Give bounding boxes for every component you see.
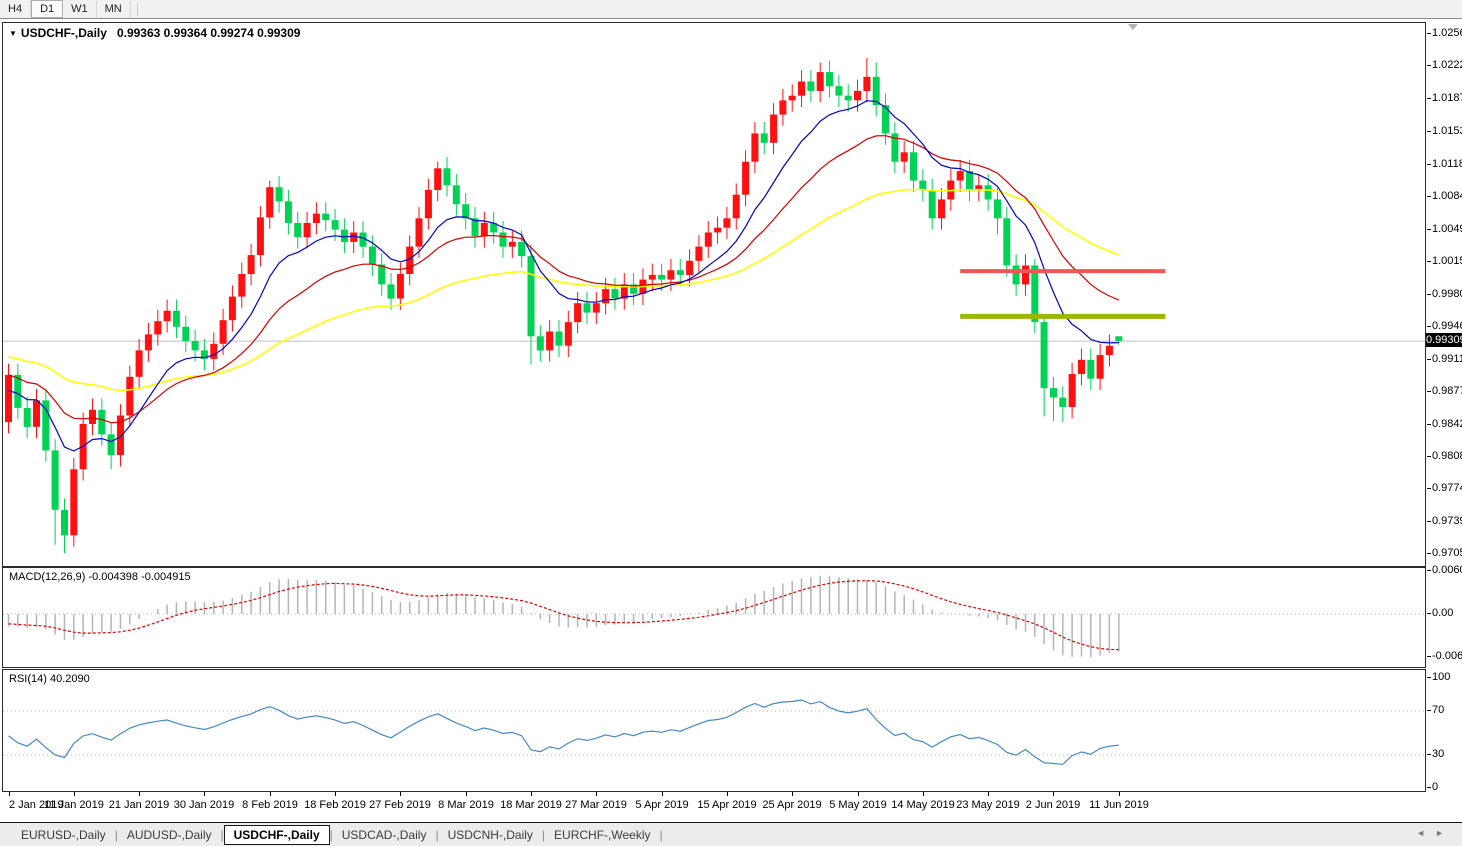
tab-divider: | <box>659 828 663 842</box>
price-axis-label: 0.97390 <box>1427 515 1462 528</box>
macd-axis-label: -0.006096 <box>1427 650 1462 663</box>
time-axis-label: 21 Jan 2019 <box>108 799 170 811</box>
chart-tab-usdcnh[interactable]: USDCNH-,Daily <box>447 828 533 842</box>
chevron-down-icon[interactable]: ▼ <box>9 29 17 38</box>
rsi-axis-label: 100 <box>1427 671 1462 684</box>
price-axis-label: 0.99460 <box>1427 320 1462 333</box>
tab-divider: | <box>220 828 224 842</box>
chart-tab-usdcad[interactable]: USDCAD-,Daily <box>341 828 427 842</box>
time-axis-label: 11 Jun 2019 <box>1089 799 1149 811</box>
rsi-panel[interactable]: RSI(14) 40.2090 <box>2 669 1426 792</box>
time-axis-tick <box>335 792 336 796</box>
time-axis-tick <box>727 792 728 796</box>
macd-panel[interactable]: MACD(12,26,9) -0.004398 -0.004915 <box>2 567 1426 668</box>
chart-tabs: EURUSD-,Daily | AUDUSD-,Daily | USDCHF-,Dail… <box>12 823 663 846</box>
price-axis-label: 1.02220 <box>1427 59 1462 72</box>
timeframe-button-w1[interactable]: W1 <box>63 1 97 17</box>
time-axis-label: 25 Apr 2019 <box>762 799 822 811</box>
time-axis-tick <box>1119 792 1120 796</box>
chart-tab-eurusd[interactable]: EURUSD-,Daily <box>21 828 106 842</box>
macd-axis-label: 0.00 <box>1427 607 1462 620</box>
timeframe-button-mn[interactable]: MN <box>97 1 131 17</box>
rsi-axis-label: 30 <box>1427 748 1462 761</box>
time-axis-label: 5 May 2019 <box>829 799 887 811</box>
macd-axis-label: 0.006058 <box>1427 564 1462 577</box>
timeframe-toolbar: H4 D1 W1 MN <box>0 0 1462 19</box>
time-axis-tick <box>9 792 10 796</box>
tab-divider: | <box>329 828 333 842</box>
chart-tab-audusd[interactable]: AUDUSD-,Daily <box>126 828 212 842</box>
macd-label: MACD(12,26,9) -0.004398 -0.004915 <box>9 571 191 583</box>
time-axis-tick <box>662 792 663 796</box>
time-axis-tick <box>400 792 401 796</box>
time-axis-tick <box>1053 792 1054 796</box>
time-axis-label: 14 May 2019 <box>891 799 955 811</box>
tab-divider: | <box>114 828 118 842</box>
time-axis-tick <box>923 792 924 796</box>
price-axis-label: 0.99800 <box>1427 288 1462 301</box>
price-axis-label: 1.01180 <box>1427 158 1462 171</box>
time-axis-label: 27 Feb 2019 <box>369 799 431 811</box>
tab-scroll-arrows: ◄► <box>1416 828 1454 838</box>
chart-tab-eurchf[interactable]: EURCHF-,Weekly <box>554 828 651 842</box>
time-axis-label: 18 Mar 2019 <box>500 799 562 811</box>
time-axis-label: 18 Feb 2019 <box>304 799 366 811</box>
time-axis-tick <box>204 792 205 796</box>
chart-tab-usdchf[interactable]: USDCHF-,Daily <box>223 825 330 845</box>
price-axis-label: 1.02560 <box>1427 27 1462 40</box>
price-axis-label: 1.00490 <box>1427 223 1462 236</box>
price-axis-label: 1.01870 <box>1427 92 1462 105</box>
time-axis-tick <box>466 792 467 796</box>
tab-divider: | <box>541 828 546 842</box>
time-axis-label: 11 Jan 2019 <box>44 799 104 811</box>
price-axis-label: 1.01530 <box>1427 125 1462 138</box>
time-axis-label: 15 Apr 2019 <box>697 799 757 811</box>
rsi-axis-label: 0 <box>1427 781 1462 794</box>
price-panel[interactable]: ▼ USDCHF-,Daily 0.99363 0.99364 0.99274 0.… <box>2 22 1426 567</box>
chart-symbol-label: USDCHF-,Daily <box>20 26 107 40</box>
time-axis-tick <box>596 792 597 796</box>
time-axis-label: 27 Mar 2019 <box>565 799 627 811</box>
chart-tab-bar: EURUSD-,Daily | AUDUSD-,Daily | USDCHF-,Dail… <box>0 822 1462 846</box>
chart-ohlc-values: 0.99363 0.99364 0.99274 0.99309 <box>116 26 301 40</box>
price-axis-label: 1.00840 <box>1427 190 1462 203</box>
price-axis-label: 0.98080 <box>1427 450 1462 463</box>
time-axis-tick <box>858 792 859 796</box>
time-axis-tick <box>792 792 793 796</box>
timeframe-button-d1[interactable]: D1 <box>31 0 64 18</box>
current-price-badge: 0.99309 <box>1426 333 1462 347</box>
time-axis-label: 5 Apr 2019 <box>635 799 689 811</box>
time-axis-label: 8 Feb 2019 <box>242 799 298 811</box>
tabs-scroll-left-icon[interactable]: ◄ <box>1416 828 1436 838</box>
macd-chart[interactable] <box>3 568 1425 667</box>
price-axis-label: 1.00150 <box>1427 255 1462 268</box>
tab-divider: | <box>435 828 439 842</box>
chart-title: ▼ USDCHF-,Daily 0.99363 0.99364 0.99274 0.… <box>9 26 300 40</box>
time-axis-label: 23 May 2019 <box>956 799 1020 811</box>
chart-shift-marker-icon[interactable] <box>1128 24 1138 30</box>
time-axis-label: 2 Jan 2019 <box>9 799 64 811</box>
time-axis-tick <box>139 792 140 796</box>
time-axis-tick <box>531 792 532 796</box>
rsi-axis-label: 70 <box>1427 704 1462 717</box>
time-axis-tick <box>74 792 75 796</box>
toolbar-separator <box>136 2 138 16</box>
price-axis-label: 0.98770 <box>1427 385 1462 398</box>
time-axis-label: 8 Mar 2019 <box>438 799 494 811</box>
rsi-chart[interactable] <box>3 670 1425 791</box>
price-axis-label: 0.97050 <box>1427 547 1462 560</box>
price-axis-label: 0.97740 <box>1427 482 1462 495</box>
price-axis-label: 0.98420 <box>1427 418 1462 431</box>
time-axis-tick <box>988 792 989 796</box>
candlestick-chart[interactable] <box>3 23 1425 566</box>
tabs-scroll-right-icon[interactable]: ► <box>1435 828 1454 838</box>
time-axis-label: 30 Jan 2019 <box>173 799 235 811</box>
time-axis-tick <box>270 792 271 796</box>
rsi-label: RSI(14) 40.2090 <box>9 673 90 685</box>
time-axis-label: 2 Jun 2019 <box>1025 799 1081 811</box>
timeframe-button-h4[interactable]: H4 <box>0 1 32 17</box>
